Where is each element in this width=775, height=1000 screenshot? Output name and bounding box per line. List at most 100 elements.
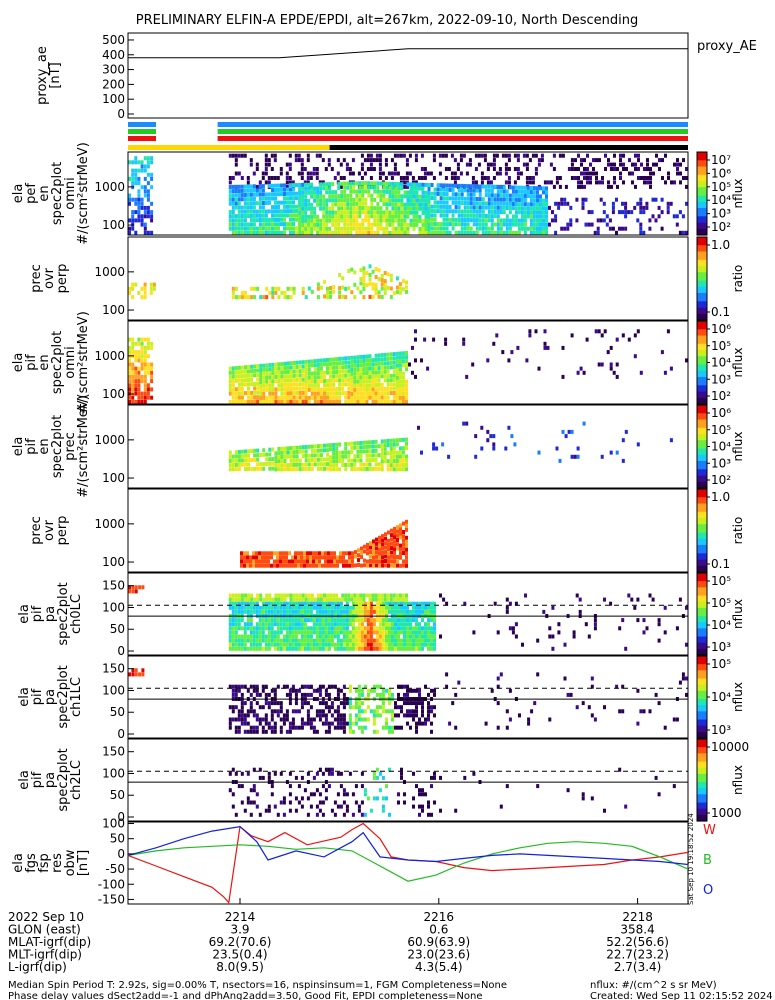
spectrogram-pixel <box>474 167 478 171</box>
spectrogram-pixel <box>360 162 364 167</box>
spectrogram-pixel <box>334 218 338 223</box>
spectrogram-pixel <box>424 214 428 219</box>
spectrogram-pixel <box>362 467 366 471</box>
colorbar-segment <box>697 391 707 395</box>
spectrogram-pixel <box>333 717 337 722</box>
spectrogram-pixel <box>651 214 655 219</box>
spectrogram-pixel <box>350 392 354 396</box>
spectrogram-pixel <box>318 630 322 635</box>
spectrogram-pixel <box>304 392 308 396</box>
spectrogram-pixel <box>375 626 379 631</box>
spectrogram-pixel <box>403 194 407 199</box>
spectrogram-pixel <box>670 180 673 185</box>
spectrogram-pixel <box>529 222 533 227</box>
spectrogram-pixel <box>403 622 406 627</box>
spectrogram-pixel <box>463 226 467 231</box>
spectrogram-pixel <box>134 156 138 161</box>
y-tick-label: 500 <box>102 33 125 47</box>
spectrogram-pixel <box>399 555 402 560</box>
spectrogram-pixel <box>339 551 342 556</box>
spectrogram-pixel <box>295 391 299 395</box>
spectrogram-pixel <box>244 593 247 598</box>
spectrogram-pixel <box>369 638 373 643</box>
spectrogram-pixel <box>295 467 299 472</box>
spectrogram-pixel <box>255 684 259 689</box>
spectrogram-pixel <box>358 201 362 206</box>
colorbar-segment <box>697 325 707 328</box>
spectrogram-pixel <box>291 630 295 635</box>
spectrogram-pixel <box>234 593 238 598</box>
spectrogram-pixel <box>262 466 266 471</box>
spectrogram-pixel <box>372 551 375 556</box>
spectrogram-pixel <box>520 202 524 207</box>
spectrogram-pixel <box>390 554 393 559</box>
spectrogram-pixel <box>552 167 556 171</box>
spectrogram-pixel <box>596 218 600 223</box>
spectrogram-pixel <box>316 593 320 598</box>
spectrogram-pixel <box>146 210 150 215</box>
spectrogram-pixel <box>383 597 387 602</box>
spectrogram-pixel <box>400 618 403 623</box>
spectrogram-pixel <box>421 646 424 651</box>
spectrogram-pixel <box>140 286 144 291</box>
spectrogram-pixel <box>265 457 269 462</box>
spectrogram-pixel <box>289 382 293 387</box>
spectrogram-pixel <box>427 630 430 635</box>
spectrogram-pixel <box>480 180 484 185</box>
spectrogram-pixel <box>498 167 502 171</box>
spectrogram-pixel <box>328 198 332 203</box>
spectrogram-pixel <box>508 185 512 190</box>
spectrogram-pixel <box>334 198 338 203</box>
spectrogram-pixel <box>388 222 392 227</box>
spectrogram-pixel <box>388 198 392 203</box>
spectrogram-pixel <box>244 467 247 471</box>
spectrogram-pixel <box>274 366 278 371</box>
spectrogram-pixel <box>143 358 147 363</box>
spectrogram-pixel <box>385 198 389 203</box>
spectrogram-pixel <box>529 226 533 231</box>
spectrogram-pixel <box>444 167 448 171</box>
spectrogram-pixel <box>282 646 286 651</box>
spectrogram-pixel <box>380 357 384 362</box>
spectrogram-pixel <box>363 634 367 639</box>
spectrogram-pixel <box>343 210 347 215</box>
spectrogram-pixel <box>610 167 613 171</box>
spectrogram-pixel <box>313 218 317 223</box>
spectrogram-pixel <box>502 201 506 206</box>
spectrogram-pixel <box>312 167 316 171</box>
spectrogram-pixel <box>402 176 406 180</box>
spectrogram-pixel <box>409 210 413 215</box>
spectrogram-pixel <box>300 634 304 639</box>
spectrogram-pixel <box>342 559 345 564</box>
spectrogram-pixel <box>378 642 382 647</box>
spectrogram-pixel <box>350 400 354 404</box>
spectrogram-pixel <box>291 684 295 689</box>
spectrogram-pixel <box>605 214 609 219</box>
spectrogram-pixel <box>362 387 366 392</box>
spectrogram-pixel <box>137 395 141 400</box>
spectrogram-pixel <box>490 205 494 210</box>
spectrogram-pixel <box>391 226 395 231</box>
spectrogram-pixel <box>312 717 316 722</box>
spectrogram-pixel <box>350 597 354 602</box>
spectrogram-pixel <box>256 364 260 369</box>
spectrogram-pixel <box>331 182 335 186</box>
spectrogram-pixel <box>249 162 253 167</box>
spectrogram-pixel <box>570 454 574 459</box>
spectrogram-pixel <box>622 162 625 167</box>
spectrogram-pixel <box>253 399 257 404</box>
spectrogram-pixel <box>301 206 305 211</box>
spectrogram-pixel <box>249 601 253 606</box>
spectrogram-pixel <box>250 377 254 382</box>
spectrogram-pixel <box>639 201 643 206</box>
spectrogram-pixel <box>375 618 379 623</box>
spectrogram-pixel <box>256 368 260 373</box>
spectrogram-pixel <box>420 153 424 158</box>
colorbar-segment <box>697 241 707 244</box>
spectrogram-pixel <box>282 634 286 639</box>
colorbar-segment <box>697 650 707 654</box>
spectrogram-pixel <box>128 395 131 400</box>
spectrogram-pixel <box>351 646 355 651</box>
spectrogram-pixel <box>595 176 598 180</box>
spectrogram-pixel <box>389 352 393 357</box>
